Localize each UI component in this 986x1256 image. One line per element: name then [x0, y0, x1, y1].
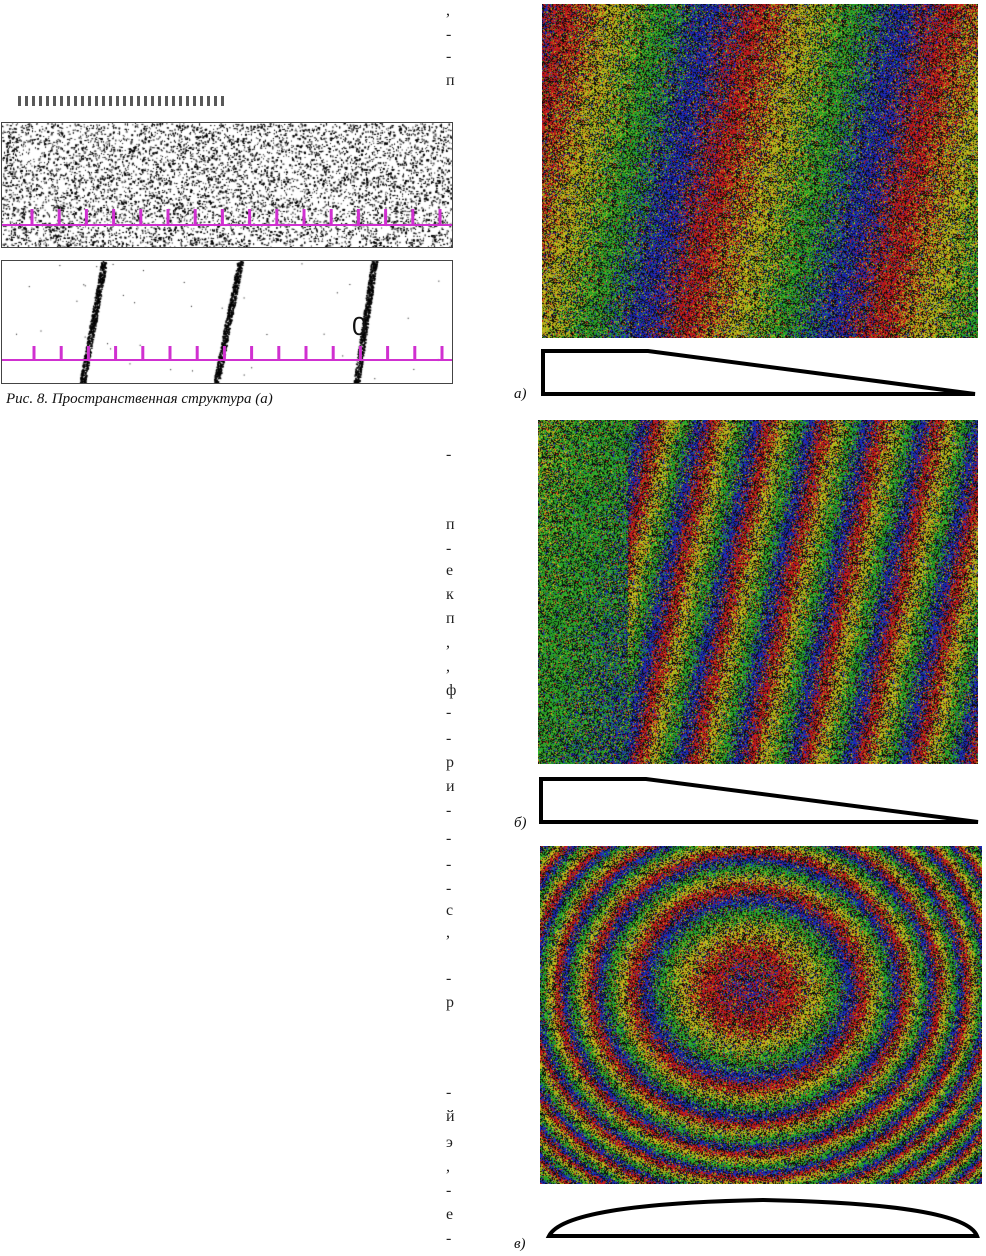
text-fragment: -: [446, 880, 452, 897]
speckle-noise-canvas: [2, 123, 452, 247]
wedge-profile-b: [539, 777, 979, 824]
text-fragment: -: [446, 970, 452, 987]
text-fragment: ,: [446, 924, 450, 941]
text-fragment: -: [446, 1084, 452, 1101]
text-fragment: -: [446, 730, 452, 747]
text-fragment: ,: [446, 1158, 450, 1175]
text-fragment: -: [446, 802, 452, 819]
text-fragment: р: [446, 754, 454, 771]
fringe-image-a: [542, 4, 978, 338]
text-fragment: р: [446, 994, 454, 1011]
panel-label-c: в): [514, 1236, 526, 1252]
text-fragment: -: [446, 446, 452, 463]
text-fragment: -: [446, 856, 452, 873]
text-fragment: с: [446, 902, 454, 919]
text-fragment: -: [446, 1182, 452, 1199]
text-fragment: -: [446, 48, 452, 65]
text-fragment: -: [446, 1230, 452, 1247]
text-fragment: ,: [446, 2, 450, 19]
text-fragment: -: [446, 540, 452, 557]
panel-label-a: а): [514, 386, 527, 402]
zero-label: 0: [352, 311, 367, 341]
figure-caption: Рис. 8. Пространственная структура (а): [6, 392, 273, 406]
fringe-image-c: [540, 846, 982, 1184]
text-fragment: к: [446, 586, 454, 603]
text-fragment: ф: [446, 682, 457, 699]
text-fragment: п: [446, 516, 455, 533]
text-fragment: -: [446, 26, 452, 43]
speckle-panel-bottom: 0: [1, 260, 453, 384]
text-fragment: ,: [446, 634, 450, 651]
text-fragment: и: [446, 778, 455, 795]
text-fragment: -: [446, 830, 452, 847]
text-fragment: -: [446, 704, 452, 721]
text-fragment: ,: [446, 658, 450, 675]
fringe-image-b: [538, 420, 978, 764]
text-fragment: е: [446, 562, 454, 579]
text-fragment: п: [446, 610, 455, 627]
text-fragment: п: [446, 72, 455, 89]
truncated-text-line: [0, 96, 450, 116]
lens-profile-c: [545, 1197, 980, 1238]
text-fragment: е: [446, 1206, 454, 1223]
text-fragment: э: [446, 1134, 453, 1151]
wedge-profile-a: [541, 349, 976, 396]
fringe-lines-canvas: [2, 261, 452, 383]
speckle-panel-top: 0: [1, 122, 453, 248]
scale-ruler: [2, 346, 452, 361]
panel-label-b: б): [514, 815, 527, 831]
text-fragment: й: [446, 1108, 455, 1125]
scale-ruler: [2, 209, 452, 226]
